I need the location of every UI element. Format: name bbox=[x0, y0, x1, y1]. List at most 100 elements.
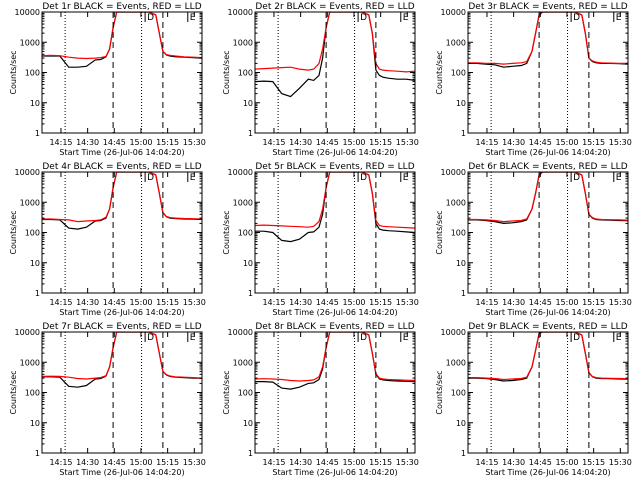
x-tick-label: 15:30 bbox=[609, 458, 632, 467]
x-axis-label: Start Time (26-Jul-06 14:04:20) bbox=[59, 148, 184, 157]
plot-frame bbox=[254, 11, 416, 134]
series-events-line bbox=[255, 172, 415, 243]
x-tick-label: 15:15 bbox=[156, 298, 179, 307]
y-tick-label: 10000 bbox=[228, 168, 253, 177]
x-axis-label: Start Time (26-Jul-06 14:04:20) bbox=[485, 148, 610, 157]
x-tick-label: 14:15 bbox=[475, 298, 498, 307]
series-lld-line bbox=[42, 332, 202, 380]
series-events-line bbox=[255, 332, 415, 390]
plot-frame bbox=[41, 171, 203, 294]
x-tick-label: 14:45 bbox=[529, 298, 552, 307]
x-tick-label: 14:30 bbox=[502, 138, 525, 147]
x-tick-label: 14:45 bbox=[103, 298, 126, 307]
x-tick-label: 15:00 bbox=[555, 298, 578, 307]
series-lld-line bbox=[255, 12, 415, 73]
panel-title: Det 8r BLACK = Events, RED = LLD bbox=[255, 322, 414, 332]
x-axis-label: Start Time (26-Jul-06 14:04:20) bbox=[272, 148, 397, 157]
y-axis-label: Counts/sec bbox=[435, 210, 444, 254]
plot-frame bbox=[41, 11, 203, 134]
x-axis-label: Start Time (26-Jul-06 14:04:20) bbox=[272, 308, 397, 317]
plot-frame bbox=[467, 331, 629, 454]
y-tick-label: 1 bbox=[35, 129, 40, 138]
y-axis-label: Counts/sec bbox=[9, 210, 18, 254]
y-axis-label: Counts/sec bbox=[9, 370, 18, 414]
plot-frame bbox=[467, 171, 629, 294]
x-tick-label: 14:45 bbox=[529, 138, 552, 147]
series-events-line bbox=[468, 172, 628, 225]
y-tick-label: 10 bbox=[456, 99, 466, 108]
x-tick-label: 15:30 bbox=[396, 458, 419, 467]
panel-title: Det 1r BLACK = Events, RED = LLD bbox=[42, 2, 201, 12]
x-tick-label: 14:45 bbox=[316, 458, 339, 467]
plot-frame bbox=[41, 331, 203, 454]
y-axis-label: Counts/sec bbox=[222, 50, 231, 94]
x-tick-label: 15:15 bbox=[156, 458, 179, 467]
y-tick-label: 1 bbox=[461, 289, 466, 298]
marker-label: E bbox=[190, 333, 196, 343]
y-tick-label: 10 bbox=[30, 419, 40, 428]
x-tick-label: 15:30 bbox=[396, 138, 419, 147]
x-tick-label: 15:00 bbox=[342, 298, 365, 307]
y-tick-label: 100 bbox=[238, 229, 253, 238]
panel-title: Det 5r BLACK = Events, RED = LLD bbox=[255, 162, 414, 172]
y-tick-label: 1000 bbox=[233, 38, 253, 47]
marker-label: D bbox=[573, 173, 580, 183]
y-tick-label: 100 bbox=[25, 229, 40, 238]
marker-label: D bbox=[573, 333, 580, 343]
y-tick-label: 10 bbox=[243, 99, 253, 108]
y-tick-label: 100 bbox=[451, 69, 466, 78]
marker-label: E bbox=[190, 13, 196, 23]
x-axis-label: Start Time (26-Jul-06 14:04:20) bbox=[272, 468, 397, 477]
y-tick-label: 1 bbox=[35, 449, 40, 458]
y-tick-label: 10000 bbox=[228, 8, 253, 17]
marker-label: D bbox=[360, 173, 367, 183]
y-tick-label: 10000 bbox=[15, 8, 40, 17]
x-tick-label: 15:15 bbox=[582, 458, 605, 467]
x-tick-label: 14:45 bbox=[316, 138, 339, 147]
y-axis-label: Counts/sec bbox=[435, 50, 444, 94]
x-tick-label: 15:15 bbox=[156, 138, 179, 147]
series-lld-line bbox=[42, 12, 202, 60]
y-tick-label: 10 bbox=[243, 419, 253, 428]
series-events-line bbox=[42, 172, 202, 230]
x-tick-label: 15:00 bbox=[555, 138, 578, 147]
y-tick-label: 10000 bbox=[441, 168, 466, 177]
y-tick-label: 1000 bbox=[446, 38, 466, 47]
x-tick-label: 15:00 bbox=[342, 138, 365, 147]
marker-label: E bbox=[403, 333, 409, 343]
y-axis-label: Counts/sec bbox=[9, 50, 18, 94]
y-tick-label: 10 bbox=[243, 259, 253, 268]
marker-label: D bbox=[147, 333, 154, 343]
x-tick-label: 15:00 bbox=[129, 298, 152, 307]
marker-label: D bbox=[573, 13, 580, 23]
x-tick-label: 15:30 bbox=[396, 298, 419, 307]
x-tick-label: 14:30 bbox=[76, 138, 99, 147]
y-axis-label: Counts/sec bbox=[222, 370, 231, 414]
x-tick-label: 15:00 bbox=[342, 458, 365, 467]
marker-label: E bbox=[190, 173, 196, 183]
marker-label: E bbox=[616, 173, 622, 183]
x-tick-label: 14:15 bbox=[49, 298, 72, 307]
marker-label: D bbox=[360, 333, 367, 343]
x-tick-label: 14:30 bbox=[76, 298, 99, 307]
panel-title: Det 6r BLACK = Events, RED = LLD bbox=[468, 162, 627, 172]
series-lld-line bbox=[255, 172, 415, 229]
marker-label: E bbox=[403, 13, 409, 23]
x-tick-label: 14:45 bbox=[316, 298, 339, 307]
y-tick-label: 100 bbox=[25, 389, 40, 398]
x-tick-label: 15:15 bbox=[582, 298, 605, 307]
marker-label: D bbox=[147, 173, 154, 183]
x-tick-label: 15:30 bbox=[183, 298, 206, 307]
x-tick-label: 15:00 bbox=[129, 458, 152, 467]
panel-title: Det 7r BLACK = Events, RED = LLD bbox=[42, 322, 201, 332]
y-axis-label: Counts/sec bbox=[435, 370, 444, 414]
series-events-line bbox=[42, 12, 202, 68]
y-tick-label: 1000 bbox=[20, 198, 40, 207]
panel-title: Det 4r BLACK = Events, RED = LLD bbox=[42, 162, 201, 172]
